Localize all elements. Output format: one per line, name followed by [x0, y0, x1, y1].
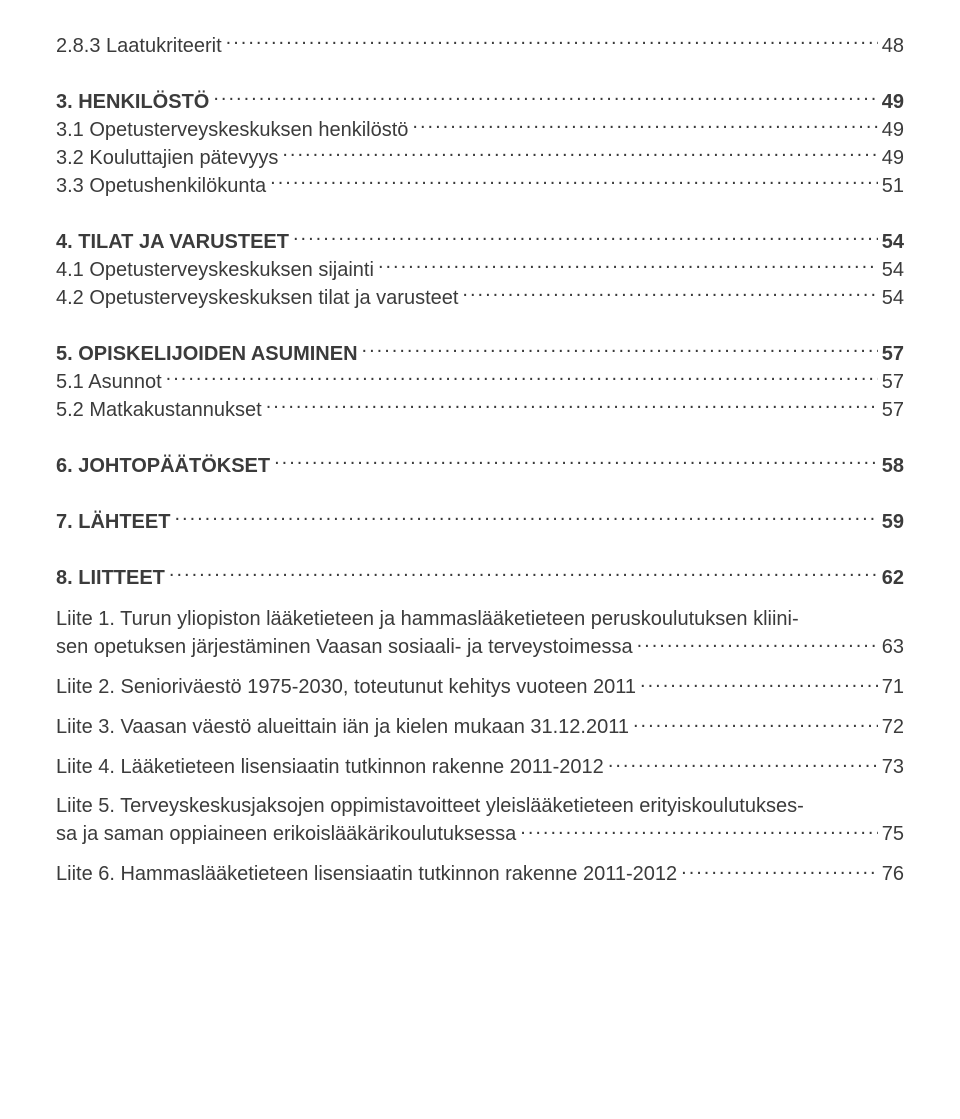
toc-leader-dots	[166, 368, 878, 388]
toc-entry-label: 5.2 Matkakustannukset	[56, 397, 262, 424]
toc-leader-dots	[174, 508, 877, 528]
toc-entry-last-line: Liite 6. Hammaslääketieteen lisensiaatin…	[56, 860, 904, 886]
toc-entry-label: 3. HENKILÖSTÖ	[56, 89, 209, 116]
toc-leader-dots	[270, 172, 878, 192]
toc-entry-label: Liite 3. Vaasan väestö alueittain iän ja…	[56, 716, 629, 739]
toc-entry-last-line: Liite 2. Senioriväestö 1975-2030, toteut…	[56, 673, 904, 699]
toc-entry: 5.2 Matkakustannukset 57	[56, 396, 904, 424]
toc-entry: 3.2 Kouluttajien pätevyys 49	[56, 144, 904, 172]
toc-entry: 4. TILAT JA VARUSTEET 54	[56, 228, 904, 256]
toc-entry-label: 4.2 Opetusterveyskeskuksen tilat ja varu…	[56, 285, 458, 312]
toc-leader-dots	[633, 713, 878, 733]
toc-entry-label: 4. TILAT JA VARUSTEET	[56, 229, 289, 256]
toc-leader-dots	[266, 396, 878, 416]
toc-entry-page: 57	[882, 369, 904, 396]
toc-entry: 5. OPISKELIJOIDEN ASUMINEN 57	[56, 340, 904, 368]
toc-leader-dots	[169, 564, 878, 584]
toc-multiline-entry: Liite 2. Senioriväestö 1975-2030, toteut…	[56, 673, 904, 699]
toc-leader-dots	[412, 116, 877, 136]
toc-leader-dots	[520, 820, 877, 840]
toc-multiline-entry: Liite 5. Terveyskeskusjaksojen oppimista…	[56, 793, 904, 846]
toc-entry-label: 5.1 Asunnot	[56, 369, 162, 396]
toc-entry-page: 58	[882, 453, 904, 480]
toc-entry-last-line: Liite 4. Lääketieteen lisensiaatin tutki…	[56, 753, 904, 779]
toc-entry-page: 73	[882, 756, 904, 779]
toc-entry-label: sa ja saman oppiaineen erikoislääkärikou…	[56, 823, 516, 846]
toc-leader-dots	[637, 633, 878, 653]
toc-leader-dots	[462, 284, 877, 304]
toc-entry-page: 49	[882, 117, 904, 144]
toc-entry: 4.1 Opetusterveyskeskuksen sijainti 54	[56, 256, 904, 284]
toc-multiline-entry: Liite 6. Hammaslääketieteen lisensiaatin…	[56, 860, 904, 886]
toc-leader-dots	[378, 256, 878, 276]
toc-entry: 8. LIITTEET 62	[56, 564, 904, 592]
toc-entry: 2.8.3 Laatukriteerit 48	[56, 32, 904, 60]
toc-entry: 4.2 Opetusterveyskeskuksen tilat ja varu…	[56, 284, 904, 312]
toc-entry-label: 8. LIITTEET	[56, 565, 165, 592]
toc-entry: 3. HENKILÖSTÖ 49	[56, 88, 904, 116]
toc-multiline-entry: Liite 1. Turun yliopiston lääketieteen j…	[56, 606, 904, 659]
toc-entry: 3.3 Opetushenkilökunta 51	[56, 172, 904, 200]
toc-entry-page: 48	[882, 33, 904, 60]
toc-entry-label: 7. LÄHTEET	[56, 509, 170, 536]
toc-entry-last-line: sa ja saman oppiaineen erikoislääkärikou…	[56, 820, 904, 846]
toc-entry-page: 57	[882, 397, 904, 424]
toc-entry: 7. LÄHTEET 59	[56, 508, 904, 536]
toc-entry-label: Liite 4. Lääketieteen lisensiaatin tutki…	[56, 756, 604, 779]
toc-entry-label: 2.8.3 Laatukriteerit	[56, 33, 222, 60]
toc-leader-dots	[608, 753, 878, 773]
toc-entry-page: 59	[882, 509, 904, 536]
toc-leader-dots	[293, 228, 878, 248]
toc-entry-label: 4.1 Opetusterveyskeskuksen sijainti	[56, 257, 374, 284]
toc-entry-page: 49	[882, 89, 904, 116]
toc-entry-page: 54	[882, 229, 904, 256]
toc-entry-page: 71	[882, 676, 904, 699]
toc-entry-page: 49	[882, 145, 904, 172]
toc-entry-label: 3.1 Opetusterveyskeskuksen henkilöstö	[56, 117, 408, 144]
toc-entry-label: Liite 6. Hammaslääketieteen lisensiaatin…	[56, 863, 677, 886]
toc-entry-last-line: Liite 3. Vaasan väestö alueittain iän ja…	[56, 713, 904, 739]
toc-entry-page: 76	[882, 863, 904, 886]
toc-leader-dots	[681, 860, 878, 880]
toc-entry-label: Liite 2. Senioriväestö 1975-2030, toteut…	[56, 676, 636, 699]
toc-leader-dots	[362, 340, 878, 360]
toc-entry-label: 3.2 Kouluttajien pätevyys	[56, 145, 278, 172]
toc-leader-dots	[226, 32, 878, 52]
toc-leader-dots	[282, 144, 877, 164]
toc-entry-label: sen opetuksen järjestäminen Vaasan sosia…	[56, 636, 633, 659]
toc-entry-label: 5. OPISKELIJOIDEN ASUMINEN	[56, 341, 358, 368]
toc-entry-page: 75	[882, 823, 904, 846]
toc-entry-label: 6. JOHTOPÄÄTÖKSET	[56, 453, 270, 480]
toc-leader-dots	[213, 88, 877, 108]
toc-entry-page: 54	[882, 257, 904, 284]
toc-leader-dots	[640, 673, 878, 693]
toc-entry-page: 72	[882, 716, 904, 739]
toc-entry-line: Liite 5. Terveyskeskusjaksojen oppimista…	[56, 793, 904, 820]
toc-entry-page: 54	[882, 285, 904, 312]
toc-entry-page: 62	[882, 565, 904, 592]
toc-multiline-entry: Liite 4. Lääketieteen lisensiaatin tutki…	[56, 753, 904, 779]
toc-entry-page: 51	[882, 173, 904, 200]
toc-entry-page: 57	[882, 341, 904, 368]
toc-entry-page: 63	[882, 636, 904, 659]
table-of-contents: 2.8.3 Laatukriteerit483. HENKILÖSTÖ493.1…	[56, 32, 904, 886]
toc-entry: 3.1 Opetusterveyskeskuksen henkilöstö 49	[56, 116, 904, 144]
toc-entry: 6. JOHTOPÄÄTÖKSET 58	[56, 452, 904, 480]
toc-multiline-entry: Liite 3. Vaasan väestö alueittain iän ja…	[56, 713, 904, 739]
toc-leader-dots	[274, 452, 878, 472]
toc-entry-last-line: sen opetuksen järjestäminen Vaasan sosia…	[56, 633, 904, 659]
toc-entry-label: 3.3 Opetushenkilökunta	[56, 173, 266, 200]
toc-entry-line: Liite 1. Turun yliopiston lääketieteen j…	[56, 606, 904, 633]
toc-entry: 5.1 Asunnot 57	[56, 368, 904, 396]
